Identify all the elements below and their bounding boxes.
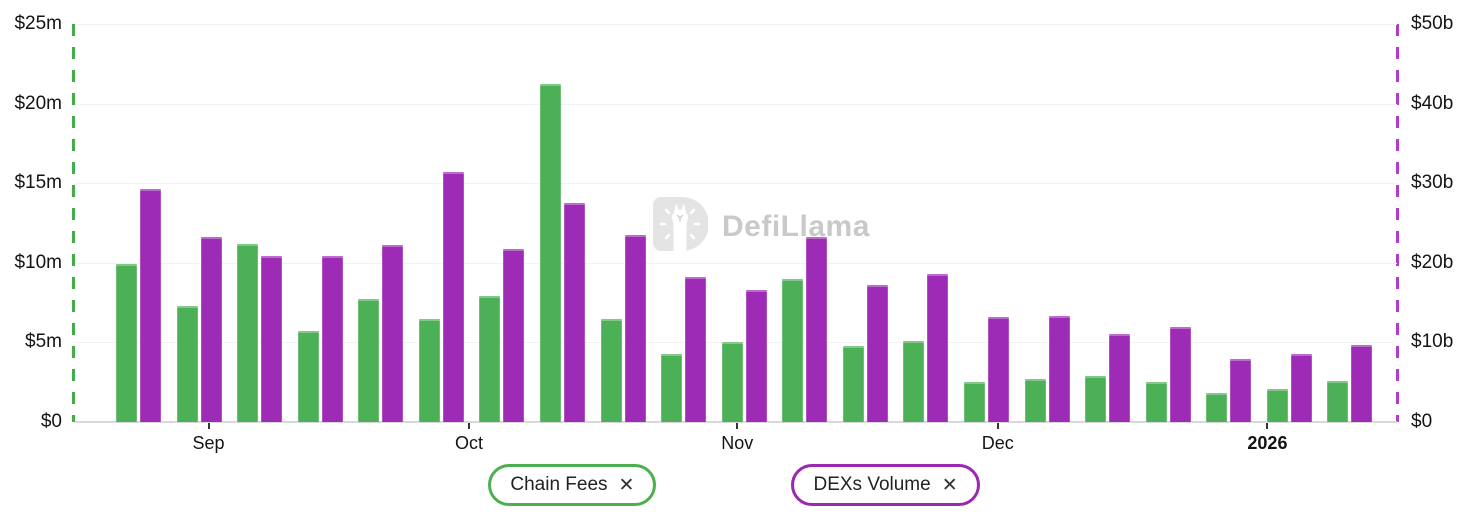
- bar-dexs-volume[interactable]: [382, 245, 404, 422]
- bar-dexs-volume[interactable]: [1230, 359, 1252, 422]
- right-axis-tick-label: $40b: [1411, 92, 1454, 114]
- bar-dexs-volume[interactable]: [1048, 316, 1070, 422]
- x-axis-baseline: [75, 421, 1397, 423]
- bar-chain-fees[interactable]: [1327, 380, 1349, 422]
- legend-dexs-volume[interactable]: DEXs Volume ✕: [791, 464, 980, 506]
- close-icon[interactable]: ✕: [618, 474, 635, 496]
- bar-dexs-volume[interactable]: [624, 234, 646, 422]
- defillama-watermark: DefiLlama: [652, 196, 870, 257]
- left-axis-tick-label: $5m: [25, 331, 62, 353]
- left-axis-tick-label: $0: [40, 411, 62, 432]
- watermark-text: DefiLlama: [722, 209, 870, 243]
- bar-dexs-volume[interactable]: [745, 289, 767, 422]
- close-icon[interactable]: ✕: [941, 474, 958, 496]
- right-axis-line: [1396, 24, 1399, 422]
- bar-dexs-volume[interactable]: [806, 237, 828, 422]
- bar-dexs-volume[interactable]: [1351, 344, 1373, 422]
- bar-dexs-volume[interactable]: [563, 203, 585, 422]
- bar-chain-fees[interactable]: [358, 299, 380, 422]
- bar-chain-fees[interactable]: [116, 264, 137, 422]
- bar-chain-fees[interactable]: [1266, 388, 1288, 422]
- bar-dexs-volume[interactable]: [200, 237, 222, 422]
- left-axis-tick-label: $20m: [14, 92, 62, 114]
- bar-chain-fees[interactable]: [721, 342, 743, 422]
- x-axis-label: 2026: [1247, 433, 1288, 453]
- right-axis-tick-label: $10b: [1411, 331, 1454, 353]
- bar-dexs-volume[interactable]: [1109, 333, 1131, 422]
- bar-chain-fees[interactable]: [1206, 393, 1228, 422]
- x-axis-tick: [736, 422, 739, 429]
- right-axis-tick-label: $0: [1411, 411, 1433, 432]
- bar-dexs-volume[interactable]: [1169, 327, 1191, 422]
- right-axis-tick-label: $50b: [1411, 13, 1454, 34]
- x-axis-tick: [207, 422, 210, 429]
- x-axis-label: Nov: [721, 433, 754, 453]
- bar-chain-fees[interactable]: [661, 353, 683, 422]
- bar-dexs-volume[interactable]: [261, 255, 283, 422]
- gridline: [75, 183, 1397, 185]
- bar-dexs-volume[interactable]: [987, 316, 1009, 422]
- bar-chain-fees[interactable]: [1024, 379, 1046, 422]
- bar-chain-fees[interactable]: [418, 318, 440, 422]
- bar-dexs-volume[interactable]: [321, 255, 343, 422]
- right-axis-tick-label: $20b: [1411, 251, 1454, 273]
- bar-chain-fees[interactable]: [600, 318, 622, 422]
- x-axis-label: Oct: [454, 433, 483, 453]
- legend-dexs-volume-label: DEXs Volume: [813, 474, 931, 495]
- defillama-logo-icon: [652, 196, 709, 257]
- bar-dexs-volume[interactable]: [1290, 354, 1312, 422]
- right-axis-tick-label: $30b: [1411, 172, 1454, 194]
- left-axis-tick-label: $25m: [14, 13, 62, 34]
- bar-chain-fees[interactable]: [237, 243, 259, 422]
- bar-chain-fees[interactable]: [1145, 382, 1167, 422]
- legend-chain-fees-label: Chain Fees: [510, 474, 608, 495]
- bar-chain-fees[interactable]: [479, 296, 501, 422]
- left-axis-tick-label: $15m: [14, 172, 62, 194]
- gridline: [75, 24, 1397, 25]
- gridline: [75, 262, 1397, 264]
- legend-chain-fees[interactable]: Chain Fees ✕: [488, 464, 657, 506]
- bar-chain-fees[interactable]: [176, 305, 198, 422]
- bar-dexs-volume[interactable]: [140, 188, 161, 422]
- bar-chain-fees[interactable]: [539, 84, 561, 422]
- left-axis-line: [72, 24, 75, 422]
- x-axis-tick: [996, 422, 999, 429]
- bar-chain-fees[interactable]: [903, 340, 925, 422]
- bar-dexs-volume[interactable]: [927, 273, 949, 422]
- x-axis-label: Dec: [981, 433, 1014, 453]
- bar-chain-fees[interactable]: [963, 382, 985, 422]
- x-axis-tick: [467, 422, 470, 429]
- x-axis-tick: [1266, 422, 1269, 429]
- bar-chain-fees[interactable]: [1085, 375, 1107, 422]
- bar-dexs-volume[interactable]: [866, 285, 888, 422]
- bar-chain-fees[interactable]: [782, 278, 804, 422]
- bar-dexs-volume[interactable]: [685, 277, 707, 422]
- bar-dexs-volume[interactable]: [442, 172, 464, 422]
- bar-chain-fees[interactable]: [842, 345, 864, 422]
- gridline: [75, 103, 1397, 105]
- x-axis-label: Sep: [192, 433, 225, 453]
- bar-chain-fees[interactable]: [297, 331, 319, 422]
- bar-dexs-volume[interactable]: [503, 249, 525, 422]
- chart-legend: Chain Fees ✕ DEXs Volume ✕: [0, 464, 1468, 506]
- left-axis-tick-label: $10m: [14, 251, 62, 273]
